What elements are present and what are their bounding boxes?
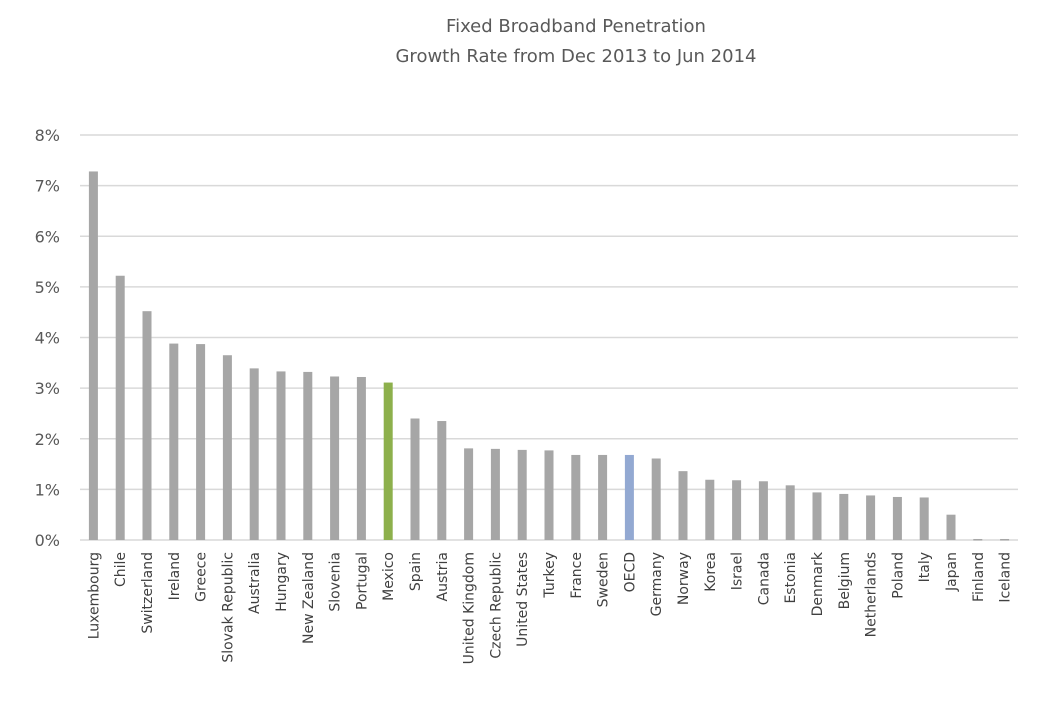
x-category-label: Portugal [354,552,370,610]
bar [1000,538,1010,541]
bar [705,479,715,540]
x-category-label: Luxembourg [86,552,102,639]
x-category-label: Sweden [596,552,612,607]
x-category-label: Italy [917,552,933,582]
x-category-label: OECD [622,552,638,592]
bar [732,480,742,540]
x-category-label: Denmark [810,551,826,616]
bar [142,311,152,540]
y-axis-tick-labels: 0% 1% 2% 3% 4% 5% 6% 7% 8% [35,126,60,550]
x-category-label: United States [515,552,531,647]
bar [276,371,286,540]
bar [839,493,849,540]
x-category-label: Poland [890,552,906,599]
bar [115,275,125,540]
y-tick-label: 2% [35,430,60,449]
x-category-label: Turkey [542,552,558,599]
x-category-label: Belgium [837,552,853,609]
x-category-label: Norway [676,552,692,605]
x-category-label: Chile [113,552,129,587]
y-tick-label: 4% [35,329,60,348]
y-tick-label: 3% [35,379,60,398]
bar [544,450,554,540]
x-category-label: Switzerland [140,552,156,634]
bar [437,421,447,540]
x-category-label: Canada [756,552,772,605]
x-category-label: Finland [971,552,987,602]
bar [303,371,313,540]
y-tick-label: 7% [35,177,60,196]
bar [169,343,179,540]
x-category-label: Netherlands [864,552,880,637]
x-category-label: Germany [649,552,665,616]
bar [973,538,983,541]
bar [892,496,902,540]
x-category-label: Hungary [274,552,290,612]
x-category-label: Slovak Republic [220,552,236,663]
bar [812,492,822,540]
bar [785,485,795,540]
x-category-label: United Kingdom [462,552,478,664]
y-tick-label: 0% [35,531,60,550]
y-tick-label: 5% [35,278,60,297]
bar [517,449,527,540]
bar [330,376,340,540]
x-category-label: Korea [703,552,719,592]
bar [88,171,98,540]
bar [571,454,581,540]
x-category-label: Israel [730,552,746,590]
bar [249,368,259,540]
x-category-label: Iceland [998,552,1014,603]
x-category-label: Austria [435,552,451,601]
x-category-label: Mexico [381,552,397,601]
bar [222,355,232,540]
bar [356,376,366,540]
x-axis-category-labels: Luxembourg Chile Switzerland Ireland Greece S… [86,551,1013,664]
x-category-label: Australia [247,552,263,614]
bar [410,418,420,540]
x-category-label: Japan [944,552,960,592]
y-tick-label: 6% [35,227,60,246]
chart-title-line-2: Growth Rate from Dec 2013 to Jun 2014 [395,46,756,67]
bar [866,495,876,540]
x-category-label: Slovenia [328,552,344,612]
bar [598,454,608,540]
bar [196,344,206,540]
x-category-label: France [569,552,585,599]
x-category-label: Spain [408,552,424,591]
bar [946,514,956,540]
x-category-label: Greece [194,552,210,602]
gridlines [80,134,1018,541]
bar [651,458,661,540]
bar [490,448,500,540]
bar [383,382,393,540]
x-category-label: New Zealand [301,552,317,644]
bar [624,454,634,540]
x-category-label: Czech Republic [488,552,504,659]
bar [758,481,768,540]
bar [464,448,474,540]
bar [678,471,688,540]
y-tick-label: 8% [35,126,60,145]
bars [88,171,1010,541]
chart-title-line-1: Fixed Broadband Penetration [446,16,706,37]
bar [919,497,929,540]
x-category-label: Ireland [167,552,183,600]
x-category-label: Estonia [783,552,799,604]
y-tick-label: 1% [35,480,60,499]
